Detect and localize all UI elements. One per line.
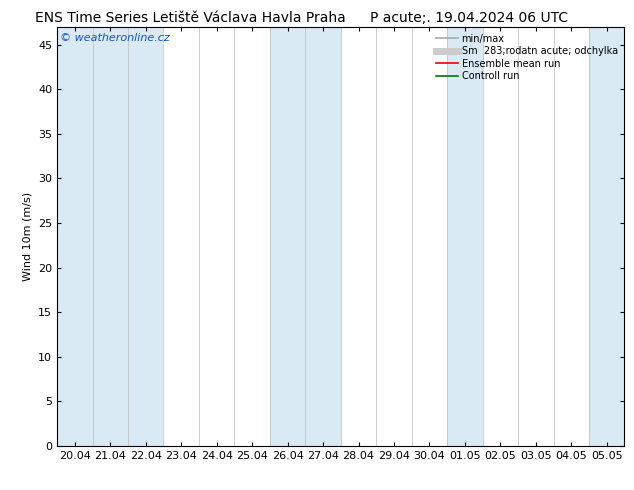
Text: © weatheronline.cz: © weatheronline.cz [60, 33, 170, 43]
Bar [93, 27, 128, 446]
Bar [447, 27, 482, 446]
Legend: min/max, Sm  283;rodatn acute; odchylka, Ensemble mean run, Controll run: min/max, Sm 283;rodatn acute; odchylka, … [434, 32, 619, 83]
Y-axis label: Wind 10m (m/s): Wind 10m (m/s) [23, 192, 32, 281]
Bar [306, 27, 341, 446]
Bar [270, 27, 306, 446]
Bar [589, 27, 624, 446]
Bar [128, 27, 164, 446]
Bar [57, 27, 93, 446]
Text: P acute;. 19.04.2024 06 UTC: P acute;. 19.04.2024 06 UTC [370, 11, 568, 25]
Text: ENS Time Series Letiště Václava Havla Praha: ENS Time Series Letiště Václava Havla Pr… [35, 11, 346, 25]
